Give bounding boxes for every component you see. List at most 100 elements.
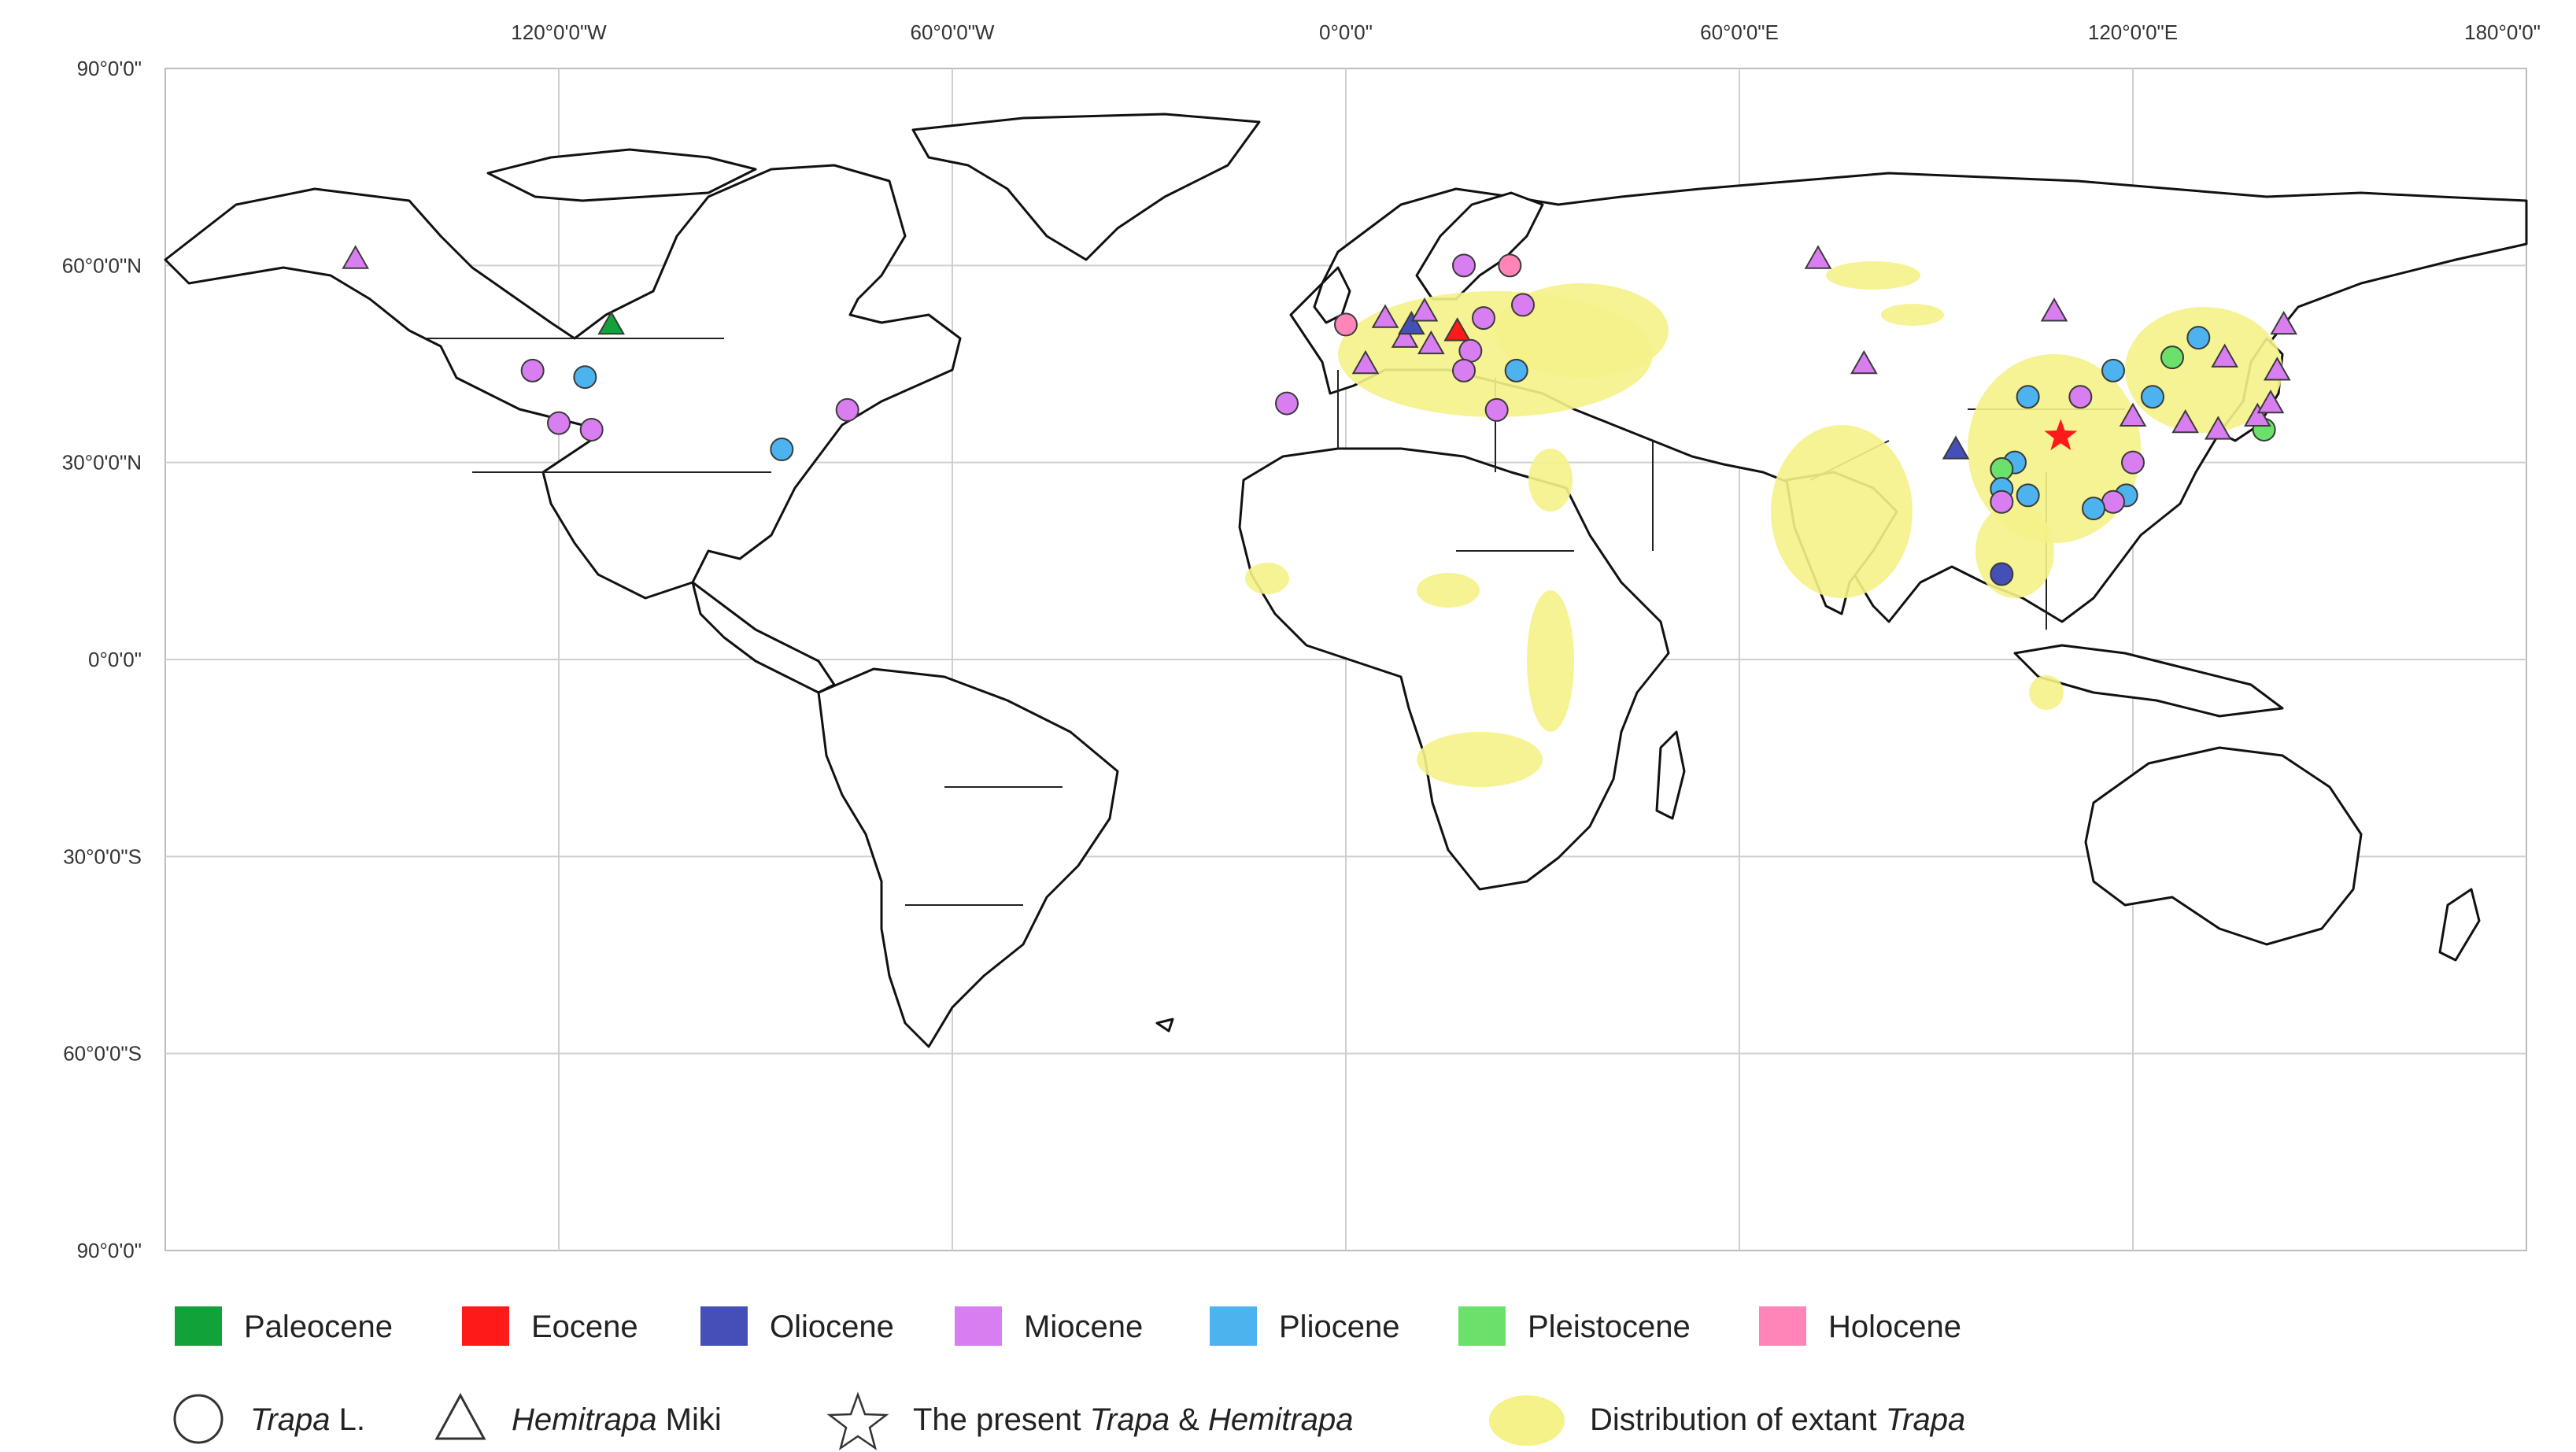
hemitrapa-fossil-marker — [1443, 317, 1471, 342]
indonesia — [2013, 644, 2284, 718]
greenland — [911, 113, 1261, 261]
dist-eastern-europe — [1495, 283, 1669, 378]
trapa-fossil-marker — [2016, 385, 2040, 409]
legend-symbols: Trapa L. Hemitrapa Miki The present Trap… — [173, 1391, 1965, 1450]
legend-epoch-label: Miocene — [1024, 1310, 1143, 1344]
trapa-fossil-marker — [1334, 312, 1358, 337]
trapa-fossil-marker — [2082, 497, 2105, 521]
trapa-fossil-marker — [579, 417, 604, 442]
legend-present-label: The present Trapa & Hemitrapa — [913, 1402, 1354, 1437]
legend-swatch — [462, 1306, 509, 1346]
hemitrapa-fossil-marker — [2171, 408, 2199, 434]
dist-southern-africa — [1417, 732, 1543, 787]
arctic-islands — [486, 148, 757, 202]
trapa-fossil-marker — [1458, 338, 1483, 363]
latitude-label: 90°0'0" — [77, 1239, 142, 1262]
legend-epoch-label: Pliocene — [1279, 1310, 1399, 1344]
fossil-markers — [342, 245, 2297, 586]
hemitrapa-fossil-marker — [1410, 297, 1439, 322]
dist-sudan — [1417, 573, 1480, 608]
trapa-fossil-marker — [1484, 397, 1509, 422]
trapa-fossil-marker — [547, 411, 571, 435]
longitude-label: 0°0'0" — [1319, 20, 1373, 44]
new-zealand — [2438, 888, 2481, 962]
trapa-fossil-marker — [1275, 391, 1299, 416]
latitude-label: 30°0'0"N — [62, 451, 142, 475]
latitude-label: 90°0'0" — [77, 57, 142, 80]
legend-trapa-label: Trapa L. — [250, 1402, 365, 1437]
hemitrapa-fossil-marker — [1804, 245, 1832, 269]
hemitrapa-fossil-marker — [2205, 416, 2232, 440]
hemitrapa-fossil-marker — [2270, 310, 2297, 335]
longitude-label: 120°0'0"W — [511, 20, 607, 44]
north-america — [164, 164, 962, 600]
hemitrapa-fossil-marker — [2211, 343, 2238, 368]
legend-epochs: Paleocene Eocene Oliocene Miocene Pliocene Pl… — [175, 1306, 1961, 1346]
longitude-label: 60°0'0"W — [911, 20, 995, 44]
dist-central-asia — [1881, 304, 1944, 326]
hemitrapa-fossil-marker — [1398, 310, 1425, 335]
longitude-label: 180°0'0" — [2464, 20, 2541, 44]
trapa-fossil-marker — [2186, 326, 2211, 350]
dist-borneo — [2029, 675, 2064, 710]
trapa-fossil-marker — [1990, 562, 2014, 586]
legend-hemitrapa-icon — [434, 1392, 486, 1440]
latitude-label: 0°0'0" — [88, 648, 142, 671]
trapa-fossil-marker — [2160, 345, 2184, 370]
hemitrapa-fossil-marker — [2040, 297, 2068, 322]
latitude-labels: 90°0'0" 60°0'0"N 30°0'0"N 0°0'0" 30°0'0"S 60°… — [62, 57, 142, 1262]
hemitrapa-fossil-marker — [1942, 435, 1970, 460]
trapa-fossil-marker — [2121, 450, 2145, 475]
dist-west-siberia — [1826, 261, 1920, 290]
latitude-label: 60°0'0"N — [62, 253, 142, 277]
hemitrapa-fossil-marker — [1850, 349, 1878, 375]
dist-indochina — [1975, 504, 2054, 598]
trapa-fossil-marker — [2016, 483, 2040, 508]
longitude-labels: 120°0'0"W 60°0'0"W 0°0'0" 60°0'0"E 120°0'0"E… — [511, 20, 2541, 44]
legend-distribution-label: Distribution of extant Trapa — [1590, 1402, 1965, 1437]
trapa-fossil-marker — [2101, 358, 2125, 382]
present-site-star-icon — [2044, 419, 2078, 451]
hemitrapa-fossil-marker — [2256, 389, 2285, 414]
legend-swatch — [1458, 1306, 1506, 1346]
longitude-label: 120°0'0"E — [2088, 20, 2178, 44]
hemitrapa-fossil-marker — [1391, 323, 1419, 348]
trapa-fossil-marker — [1511, 293, 1535, 317]
dist-west-africa — [1245, 563, 1289, 594]
legend-epoch-label: Eocene — [531, 1310, 638, 1344]
hemitrapa-fossil-marker — [597, 310, 625, 335]
trapa-fossil-marker — [770, 437, 794, 461]
australia — [2084, 746, 2363, 946]
south-georgia — [1155, 1018, 1174, 1033]
trapa-fossil-marker — [1504, 358, 1528, 382]
trapa-fossil-marker — [520, 358, 545, 382]
legend-swatch — [700, 1306, 748, 1346]
legend-epoch-label: Oliocene — [770, 1310, 894, 1344]
hemitrapa-fossil-marker — [1371, 304, 1399, 328]
legend-distribution-icon — [1489, 1395, 1565, 1446]
madagascar — [1655, 730, 1686, 820]
trapa-fossil-marker — [1990, 490, 2014, 514]
legend-swatch — [1210, 1306, 1257, 1346]
legend-epoch-label: Paleocene — [244, 1310, 393, 1344]
trapa-fossil-marker — [2141, 385, 2164, 409]
hemitrapa-fossil-marker — [342, 245, 369, 269]
legend-swatch — [1759, 1306, 1806, 1346]
dist-nile — [1528, 449, 1573, 512]
trapa-fossil-marker — [2101, 490, 2125, 514]
trapa-fossil-marker — [1498, 253, 1522, 278]
hemitrapa-fossil-marker — [1351, 349, 1380, 375]
trapa-fossil-marker — [1452, 358, 1476, 382]
trapa-fossil-marker — [1452, 253, 1476, 278]
dist-east-africa — [1527, 590, 1574, 732]
legend-epoch-label: Holocene — [1828, 1310, 1961, 1344]
hemitrapa-fossil-marker — [2264, 357, 2291, 381]
trapa-fossil-marker — [2068, 385, 2093, 409]
trapa-fossil-marker — [573, 365, 597, 390]
hemitrapa-fossil-marker — [2244, 402, 2271, 427]
legend-swatch — [955, 1306, 1002, 1346]
legend-swatch — [175, 1306, 222, 1346]
hemitrapa-fossil-marker — [2119, 402, 2147, 427]
dist-northeast-asia — [2125, 307, 2282, 433]
